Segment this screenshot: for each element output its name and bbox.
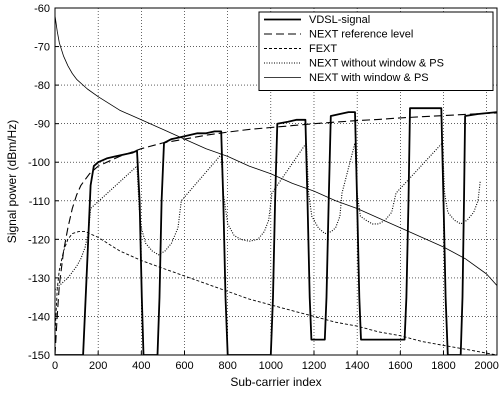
- legend-label: NEXT with window & PS: [309, 72, 429, 84]
- series-line-5: [55, 15, 497, 286]
- y-tick-label: -130: [28, 273, 50, 285]
- x-tick-label: 800: [218, 360, 236, 372]
- x-tick-label: 600: [175, 360, 193, 372]
- x-tick-label: 2000: [474, 360, 498, 372]
- x-tick-label: 0: [52, 360, 58, 372]
- x-tick-label: 1800: [431, 360, 455, 372]
- y-axis-label: Signal power (dBm/Hz): [5, 120, 19, 243]
- y-tick-label: -60: [34, 3, 50, 15]
- y-tick-label: -100: [28, 157, 50, 169]
- plot-frame: [54, 7, 498, 356]
- y-tick-label: -80: [34, 80, 50, 92]
- y-tick-label: -120: [28, 234, 50, 246]
- x-tick-label: 1600: [388, 360, 412, 372]
- series-layer: [55, 15, 497, 355]
- x-tick-label: 400: [132, 360, 150, 372]
- x-tick-label: 1400: [345, 360, 369, 372]
- series-line-1: [55, 107, 497, 355]
- x-axis-label: Sub-carrier index: [230, 375, 321, 389]
- legend-label: NEXT reference level: [309, 29, 413, 41]
- legend-label: NEXT without window & PS: [309, 58, 444, 70]
- series-line-4: [55, 142, 481, 290]
- y-tick-label: -90: [34, 119, 50, 131]
- ticks: 0 200 400 600 800 1000 1200 1400 1600 1800 2000 -15…: [28, 3, 499, 372]
- legend-label: FEXT: [309, 43, 337, 55]
- series-line-3: [55, 231, 497, 355]
- x-tick-label: 1000: [259, 360, 283, 372]
- x-tick-label: 200: [89, 360, 107, 372]
- y-tick-label: -70: [34, 42, 50, 54]
- y-tick-label: -110: [29, 196, 50, 208]
- y-tick-label: -140: [28, 311, 50, 323]
- x-tick-label: 1200: [302, 360, 326, 372]
- legend: VDSL-signal NEXT reference level FEXT NEXT …: [258, 11, 494, 91]
- y-tick-label: -150: [28, 350, 50, 362]
- legend-label: VDSL-signal: [309, 14, 370, 26]
